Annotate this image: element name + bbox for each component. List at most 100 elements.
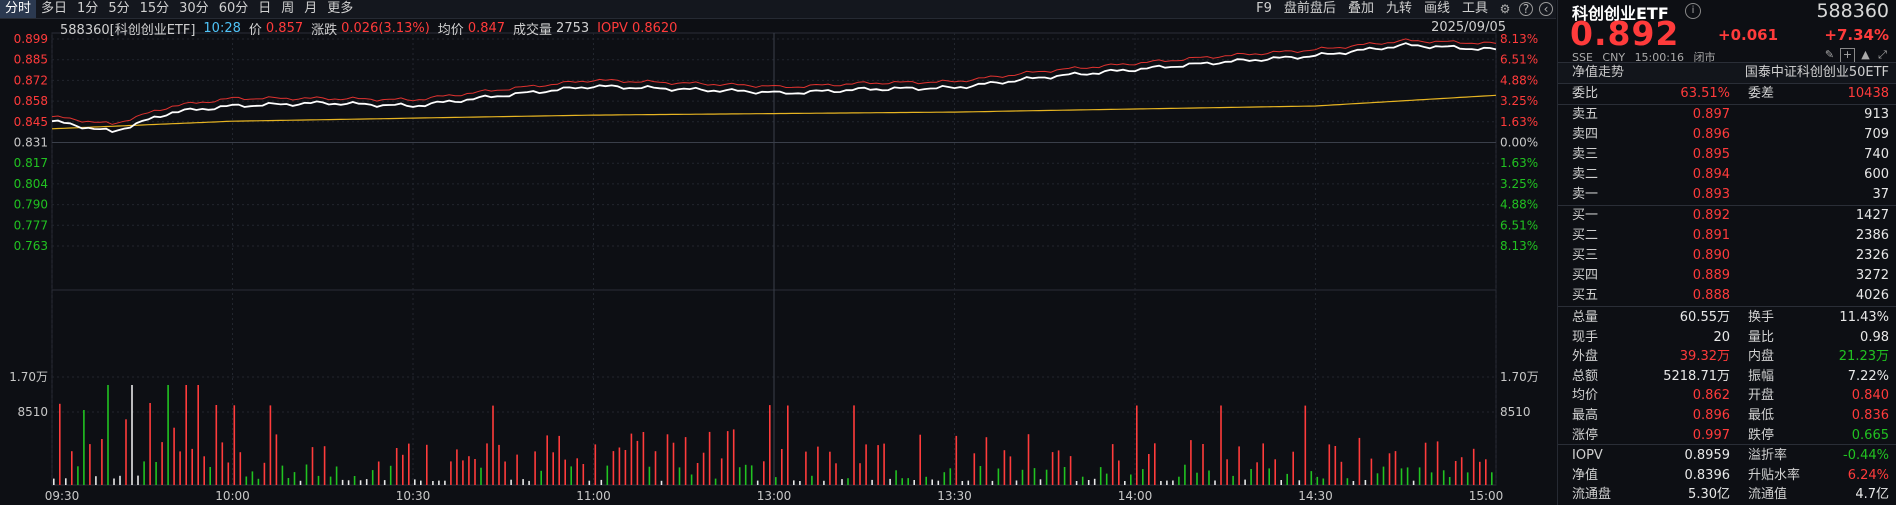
period-tab[interactable]: 日 [258,1,272,16]
bid-row: 买二 0.891 2386 [1558,226,1896,245]
stat-value: 0.896 [1692,408,1730,423]
period-tab[interactable]: 30分 [179,1,209,16]
volume-bar [925,476,927,485]
volume-bar [408,443,410,485]
settings-icon[interactable]: ⚙ [1499,2,1511,16]
add-watchlist-icon[interactable]: + [1840,48,1855,63]
volume-bar [726,431,729,485]
bid-row: 买五 0.888 4026 [1558,286,1896,305]
period-tab[interactable]: 5分 [108,1,130,16]
iopv-line [51,38,1497,125]
volume-bar [871,479,873,485]
tool-menu-item[interactable]: 盘前盘后 [1283,1,1336,16]
stat-label: 总额 [1572,368,1599,384]
stat-label: 开盘 [1748,388,1775,404]
stat-row: 涨停 0.997 跌停 0.665 [1558,426,1896,445]
ask-price: 0.897 [1692,107,1730,122]
ask-level-label: 卖一 [1572,187,1599,202]
volume-bar [985,437,988,485]
tool-menu-item[interactable]: 叠加 [1347,1,1374,16]
stat-label: 溢折率 [1748,448,1788,463]
ask-row: 卖一 0.893 37 [1558,185,1896,204]
price-axis-label: 0.899 [14,32,48,46]
volume-bar [191,448,193,485]
stat-value: 20 [1713,329,1730,345]
volume-bar [1274,459,1276,485]
volume-bar [829,451,831,485]
collapse-icon[interactable]: ‹ [1539,2,1553,16]
ask-row: 卖三 0.895 740 [1558,145,1896,164]
trade-date: 2025/09/05 [1431,20,1506,35]
period-tab[interactable]: 多日 [41,1,68,16]
security-title: 科创创业ETF [1572,4,1669,23]
volume-bar [456,449,458,485]
tool-menu-item[interactable]: F9 [1256,1,1272,16]
ask-volume: 37 [1872,187,1889,202]
tool-menu-item[interactable]: 工具 [1461,1,1488,16]
volume-bar [155,462,157,485]
help-icon[interactable]: ? [1519,2,1533,16]
stat-label: 换手 [1748,310,1775,325]
period-tab[interactable]: 周 [281,1,295,16]
volume-bar [233,405,236,485]
period-tab[interactable]: 月 [304,1,318,16]
volume-bar [889,478,891,485]
volume-bar [1250,469,1252,485]
volume-bar [1436,441,1439,485]
volume-bar [1442,470,1445,485]
info-icon[interactable]: i [1685,3,1701,19]
security-code: 588360 [1816,0,1889,22]
volume-bar [522,479,524,485]
volume-bar [1485,459,1487,485]
volume-bar [185,385,187,485]
stat-row: 净值 0.8396 升贴水率 6.24% [1558,466,1896,485]
volume-bar [1418,467,1421,485]
intraday-chart[interactable]: 0.899 8.13% 0.885 6.51% 0.872 4.88% 0.858 3.25%… [0,19,1556,505]
edit-icon[interactable]: ✎ [1824,48,1835,61]
volume-bar [371,470,374,485]
volume-bar [1184,464,1186,485]
volume-bar [323,446,326,485]
ask-volume: 913 [1864,107,1889,122]
volume-bar [1045,469,1048,485]
order-ratio-row: 委比 63.51% 委差 10438 [1558,84,1896,103]
volume-bar [672,442,675,485]
volume-bar [841,479,843,485]
bid-volume: 2326 [1855,248,1889,263]
volume-bar [1099,467,1102,485]
period-tab[interactable]: 15分 [139,1,170,16]
volume-bar [1334,446,1337,485]
period-tab[interactable]: 分时 [0,0,37,18]
period-tab[interactable]: 60分 [218,1,249,16]
tool-menu-item[interactable]: 画线 [1423,1,1450,16]
price-axis-label: 0.858 [14,94,48,108]
volume-bar [281,465,284,485]
volume-bar [1479,461,1481,485]
period-tab[interactable]: 更多 [327,1,354,16]
volume-bar [811,475,813,485]
volume-bar [1472,448,1475,485]
ask-level-label: 卖四 [1572,127,1599,142]
volume-bar [1021,469,1024,485]
ask-level-label: 卖三 [1572,147,1599,162]
volume-bar [630,433,633,485]
volume-bar [1226,459,1228,485]
tool-menu-item[interactable]: 九转 [1385,1,1412,16]
expand-icon[interactable]: ⤢ [1878,48,1887,61]
stat-label: 现手 [1572,329,1599,345]
volume-bar [1292,451,1294,485]
volume-bar [799,481,801,485]
volume-bar [901,478,903,485]
volume-bar [997,468,1000,485]
volume-bar [353,476,356,485]
volume-bar [71,451,73,485]
volume-bar [738,467,741,485]
period-tab[interactable]: 1分 [77,1,99,16]
volume-bar [756,480,759,485]
price-axis-label: 0.804 [14,177,48,191]
crosshair-info-bar: 588360[科创创业ETF] 10:28 价 0.857 涨跌 0.026(3… [60,19,685,38]
alert-icon[interactable]: ▲ [1861,48,1870,61]
nav-trend-header[interactable]: 净值走势 国泰中证科创创业50ETF [1558,62,1896,84]
price-axis-label: 0.831 [14,136,48,150]
chart-canvas[interactable]: 0.899 8.13% 0.885 6.51% 0.872 4.88% 0.858 3.25%… [0,19,1556,505]
